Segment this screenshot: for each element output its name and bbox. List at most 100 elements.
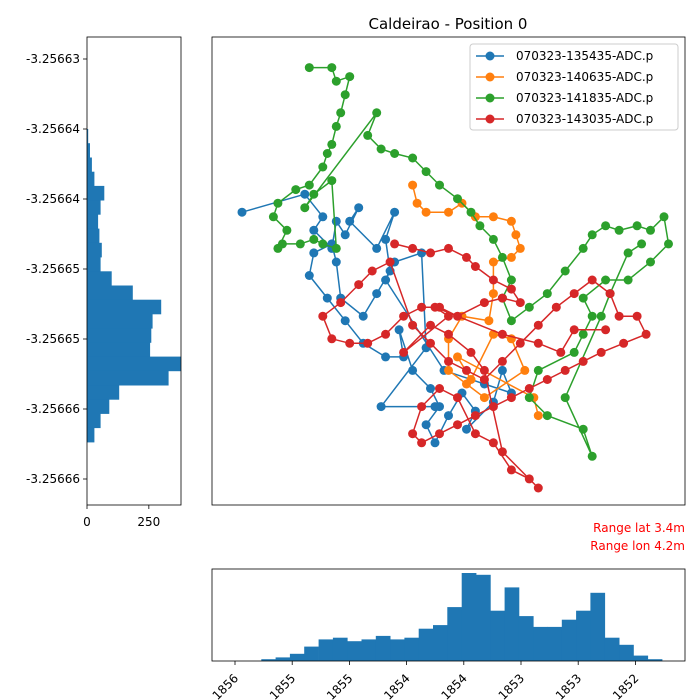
data-point <box>453 194 462 204</box>
data-point <box>426 338 435 348</box>
data-point <box>331 257 341 267</box>
data-point <box>309 225 319 235</box>
histogram-bar <box>87 370 169 386</box>
data-point <box>372 108 382 118</box>
y-tick-label: -3.25663 <box>26 52 80 66</box>
data-point <box>426 248 435 258</box>
bottom-histogram: 1856 1855 1855 1854 1854 1853 1853 1852 <box>210 568 686 700</box>
data-point <box>363 130 373 140</box>
data-point <box>408 180 418 190</box>
data-point <box>578 293 588 303</box>
histogram-bar <box>87 399 110 414</box>
histogram-bar <box>87 328 152 343</box>
data-point <box>587 451 597 461</box>
data-point <box>524 393 534 403</box>
data-point <box>470 429 480 439</box>
data-point <box>578 329 588 339</box>
data-point <box>632 221 642 231</box>
legend-label: 070323-140635-ADC.p <box>516 70 653 84</box>
data-point <box>614 225 624 235</box>
data-point <box>479 393 489 403</box>
data-point <box>551 302 561 312</box>
data-point <box>372 243 382 253</box>
histogram-bar <box>87 200 101 215</box>
histogram-bar <box>261 659 276 661</box>
data-point <box>659 212 669 222</box>
data-point <box>520 365 530 375</box>
data-point <box>331 76 341 86</box>
data-point <box>587 275 597 285</box>
x-tick-label: 1853 <box>553 671 584 700</box>
data-point <box>309 189 319 199</box>
legend-entry: 070323-143035-ADC.p <box>476 112 653 126</box>
histogram-bar <box>87 171 95 187</box>
data-point <box>506 252 516 262</box>
histogram-bar <box>433 625 448 661</box>
data-point <box>381 234 391 244</box>
x-tick-label: 0 <box>83 515 91 529</box>
data-point <box>358 311 368 321</box>
data-point <box>601 221 611 231</box>
data-point <box>533 338 543 348</box>
data-point <box>533 411 543 421</box>
data-point <box>408 153 418 163</box>
data-point <box>444 207 453 217</box>
legend-label: 070323-143035-ADC.p <box>516 112 653 126</box>
x-tick-label: 1855 <box>267 671 298 700</box>
data-point <box>533 365 543 375</box>
data-point <box>408 320 418 330</box>
data-point <box>569 289 579 299</box>
data-point <box>646 225 655 235</box>
data-point <box>488 275 498 285</box>
data-point <box>466 207 476 217</box>
series-3 <box>268 63 673 461</box>
y-tick-label: -3.25665 <box>26 332 80 346</box>
data-point <box>578 424 588 434</box>
left-histogram-frame <box>86 36 182 506</box>
histogram-bar <box>87 314 153 329</box>
histogram-bar <box>633 655 649 661</box>
data-point <box>282 225 292 235</box>
bottom-histogram-bars <box>261 573 663 661</box>
data-point <box>331 216 341 226</box>
data-point <box>336 298 346 308</box>
data-point <box>363 338 373 348</box>
histogram-bar <box>87 356 181 372</box>
legend: 070323-135435-ADC.p 070323-140635-ADC.p … <box>469 43 679 131</box>
data-point <box>623 248 633 258</box>
left-histogram-y-ticks: -3.25663 -3.25664 -3.25664 -3.25665 -3.25665… <box>26 52 87 486</box>
histogram-bar <box>87 427 95 443</box>
histogram-bar <box>619 644 634 661</box>
data-point <box>641 329 651 339</box>
data-point <box>453 352 462 362</box>
histogram-bar <box>87 157 92 173</box>
data-point <box>506 316 516 326</box>
y-tick-label: -3.25665 <box>26 262 80 276</box>
bottom-histogram-x-ticks: 1856 1855 1855 1854 1854 1853 1853 1852 <box>210 661 642 700</box>
histogram-bar <box>504 587 520 661</box>
data-point <box>506 465 516 475</box>
histogram-bar <box>361 639 377 661</box>
data-point <box>453 393 462 403</box>
x-tick-label: 1854 <box>438 671 469 700</box>
data-point <box>435 384 444 393</box>
legend-frame <box>469 43 679 131</box>
data-point <box>601 325 611 335</box>
data-point <box>506 393 516 403</box>
data-point <box>340 316 350 326</box>
data-point <box>426 320 435 330</box>
data-point <box>533 320 543 330</box>
data-point <box>435 429 444 439</box>
data-point <box>304 63 314 73</box>
x-tick-label: 1854 <box>381 671 412 700</box>
data-point <box>497 329 507 339</box>
data-point <box>421 207 431 217</box>
data-point <box>304 180 314 190</box>
data-point <box>506 275 516 285</box>
data-point <box>444 311 453 321</box>
histogram-bar <box>318 639 334 661</box>
data-point <box>560 266 570 276</box>
data-point <box>470 262 480 271</box>
histogram-bar <box>490 610 505 661</box>
